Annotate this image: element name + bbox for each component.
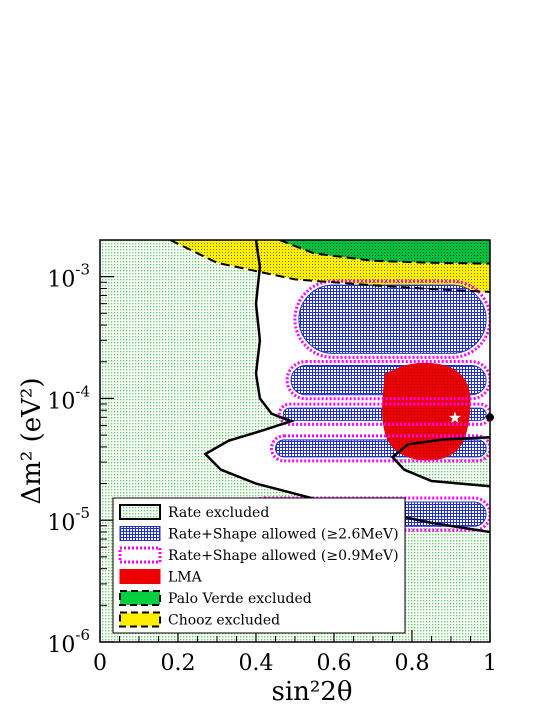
- x-axis-title: sin²2θ: [271, 677, 352, 705]
- shape09-outline: [277, 402, 490, 426]
- plot-area: ★: [100, 240, 490, 642]
- legend-label: Rate excluded: [168, 505, 269, 521]
- legend-box: [112, 497, 406, 634]
- legend: Rate excluded Rate+Shape allowed (≥2.6MeV…: [112, 497, 406, 634]
- chooz-boundary-line: [169, 240, 490, 293]
- x-tick-label: 0.8: [395, 651, 430, 676]
- y-tick-label: 10-6: [47, 626, 90, 658]
- shape09-outline: [270, 434, 490, 463]
- x-tick-label: 0.4: [239, 651, 274, 676]
- legend-swatch: [118, 546, 162, 564]
- x-tick-label: 0.6: [317, 651, 352, 676]
- legend-label: Rate+Shape allowed (≥2.6MeV): [168, 527, 399, 543]
- shape26-island: [298, 284, 487, 354]
- legend-swatch: [119, 526, 161, 541]
- rate-excluded-inner-boundary: [390, 436, 490, 488]
- y-tick-label: 10-4: [47, 382, 90, 414]
- legend-swatch: [119, 590, 161, 606]
- x-axis: 0 0.2 0.4 0.6 0.8 1: [93, 630, 497, 676]
- palo-verde-boundary-line: [279, 240, 490, 265]
- y-axis-title: Δm² (eV²): [17, 378, 47, 505]
- y-tick-label: 10-5: [47, 504, 90, 536]
- shape09-outline: [293, 279, 490, 359]
- legend-swatch: [119, 569, 161, 584]
- y-tick-label: 10-3: [47, 261, 90, 293]
- x-tick-label: 0: [93, 651, 107, 676]
- legend-label: Palo Verde excluded: [168, 591, 312, 607]
- palo-verde-excluded-region: [279, 240, 490, 264]
- x-tick-label: 1: [483, 651, 497, 676]
- x-tick-label: 0.2: [161, 651, 196, 676]
- legend-label: Rate+Shape allowed (≥0.9MeV): [168, 548, 399, 564]
- legend-swatch: [119, 611, 161, 628]
- legend-label: LMA: [168, 570, 203, 586]
- best-fit-star: ★: [448, 408, 462, 427]
- legend-swatch: [119, 504, 161, 520]
- y-axis: 10-6 10-5 10-4 10-3: [47, 239, 114, 658]
- legend-label: Chooz excluded: [168, 613, 280, 629]
